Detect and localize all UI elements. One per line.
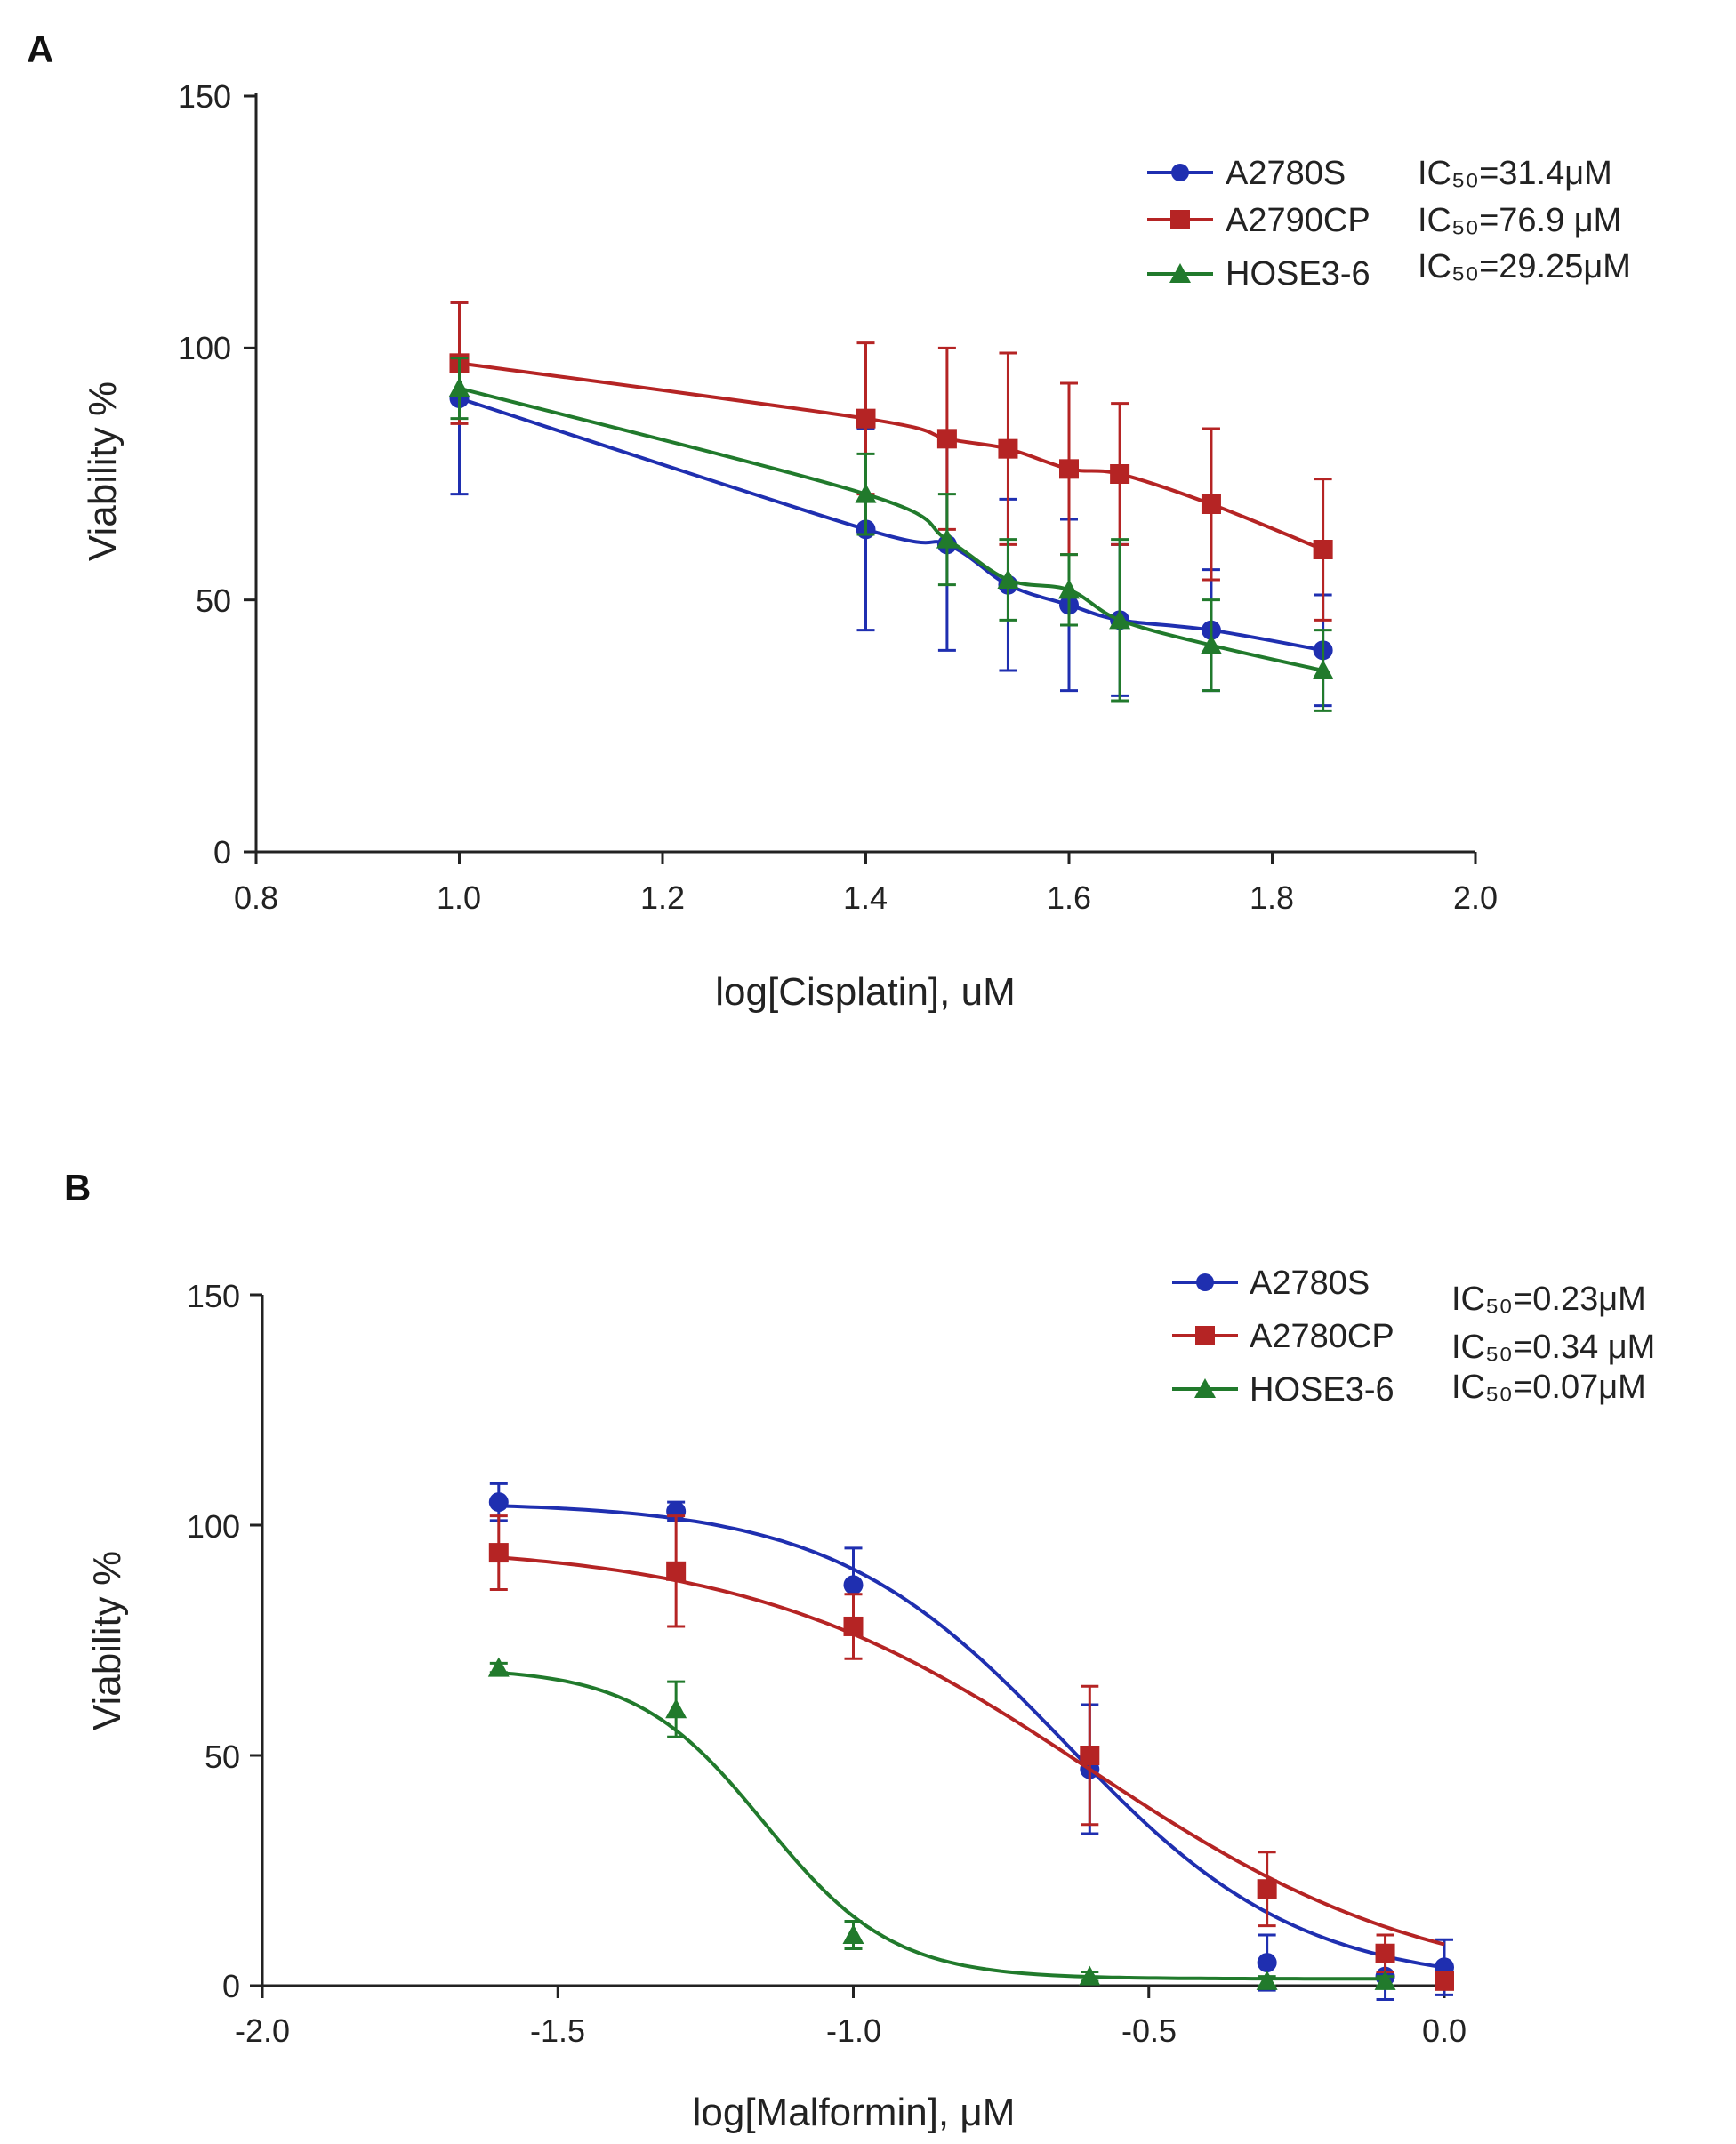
panel-a-point-hose3-6-0 (448, 377, 470, 397)
legend-label-a2780s: A2780S (1226, 155, 1346, 192)
panel-b-line-a2780cp (498, 1555, 1445, 1947)
panel-a-xtick-1.2: 1.2 (640, 879, 685, 916)
legend-label-b-hose3-6: HOSE3-6 (1250, 1371, 1394, 1409)
legend-entry-b-hose3-6: HOSE3-6 IC₅₀=0.07μM (1172, 1369, 1646, 1409)
panel-a-ytick-150: 150 (178, 78, 231, 115)
panel-b-point-hose3-6-4 (1256, 1970, 1278, 1990)
panel-b-point-hose3-6-1 (665, 1698, 687, 1719)
legend-ic50-hose3-6: IC₅₀=29.25μM (1418, 248, 1631, 285)
panel-b-series-a2780cp (488, 1514, 1454, 1991)
panel-a-point-hose3-6-2 (936, 528, 958, 549)
panel-b-xtick-neg1.0: -1.0 (826, 2012, 881, 2049)
legend-entry-hose3-6: HOSE3-6 IC₅₀=29.25μM (1147, 248, 1631, 293)
panel-b-point-hose3-6-2 (842, 1924, 864, 1945)
panel-a-point-a2790cp-6 (1201, 494, 1221, 514)
panel-b-series-hose3-6 (487, 1657, 1396, 1990)
panel-a-ytick-100: 100 (178, 330, 231, 366)
panel-a-xtick-1.6: 1.6 (1047, 879, 1091, 916)
panel-a-xtick-0.8: 0.8 (234, 879, 278, 916)
legend-marker-a2790cp (1170, 210, 1190, 229)
legend-ic50-b-a2780s: IC₅₀=0.23μM (1451, 1281, 1646, 1318)
panel-b-point-hose3-6-0 (487, 1657, 510, 1677)
panel-a-point-hose3-6-4 (1058, 579, 1080, 599)
panel-b-xtick-neg0.5: -0.5 (1121, 2012, 1177, 2049)
panel-a-point-hose3-6-3 (997, 569, 1019, 589)
panel-b-series-a2780s (488, 1482, 1454, 2002)
panel-a-point-hose3-6-6 (1200, 634, 1222, 654)
panel-b-legend: A2780S IC₅₀=0.23μM A2780CP IC₅₀=0.34 μM … (1172, 1265, 1655, 1409)
panel-b-point-a2780cp-2 (843, 1616, 864, 1636)
panel-a: A 150 100 50 0 0.8 1.0 1.2 1.4 1.6 1.8 2… (27, 28, 1631, 1014)
legend-marker-a2780s (1171, 164, 1189, 181)
panel-b-x-axis-title: log[Malformin], μM (693, 2091, 1016, 2134)
panel-b-ytick-0: 0 (222, 1968, 240, 2004)
panel-a-xtick-1.8: 1.8 (1250, 879, 1294, 916)
panel-a-point-a2790cp-7 (1313, 540, 1333, 559)
panel-b-point-a2780cp-5 (1375, 1943, 1395, 1963)
legend-marker-hose3-6 (1169, 263, 1191, 283)
panel-b-point-a2780s-4 (1257, 1953, 1277, 1973)
panel-a-y-axis-title: Viability % (81, 381, 125, 561)
panel-b-point-hose3-6-3 (1079, 1965, 1101, 1986)
panel-label-a: A (27, 28, 53, 70)
panel-a-line-a2790cp (459, 361, 1324, 551)
legend-label-a2790cp: A2790CP (1226, 202, 1370, 239)
panel-b-point-a2780s-2 (843, 1575, 864, 1595)
legend-marker-b-a2780s (1196, 1273, 1214, 1291)
legend-ic50-b-hose3-6: IC₅₀=0.07μM (1451, 1369, 1646, 1406)
panel-a-xtick-2.0: 2.0 (1453, 879, 1498, 916)
panel-a-xtick-1.4: 1.4 (843, 879, 888, 916)
panel-a-ticks (244, 94, 1477, 864)
panel-b-point-a2780cp-6 (1435, 1971, 1454, 1991)
panel-b-line-hose3-6 (498, 1671, 1386, 1981)
panel-a-plot-area (448, 301, 1334, 712)
panel-b-ytick-50: 50 (205, 1738, 240, 1775)
panel-b-xtick-neg1.5: -1.5 (530, 2012, 585, 2049)
panel-b-point-hose3-6-5 (1374, 1970, 1396, 1990)
panel-a-series-a2790cp (449, 301, 1333, 622)
panel-b-point-a2780cp-3 (1080, 1746, 1100, 1765)
legend-entry-b-a2780s: A2780S IC₅₀=0.23μM (1172, 1265, 1646, 1318)
legend-entry-a2790cp: A2790CP IC₅₀=76.9 μM (1147, 202, 1621, 239)
panel-a-point-a2790cp-3 (998, 438, 1018, 459)
panel-b-point-a2780cp-1 (666, 1561, 687, 1581)
panel-b: B 150 100 50 0 -2.0 -1.5 -1.0 -0.5 0.0 l… (64, 1167, 1655, 2134)
panel-a-x-axis-title: log[Cisplatin], uM (715, 970, 1015, 1014)
panel-a-point-hose3-6-1 (855, 483, 877, 503)
panel-b-point-a2780cp-0 (488, 1543, 509, 1563)
legend-marker-b-hose3-6 (1194, 1378, 1216, 1398)
panel-a-series-hose3-6 (448, 357, 1334, 712)
panel-a-line-a2780s (458, 397, 1323, 653)
panel-a-point-a2790cp-1 (856, 408, 876, 429)
panel-b-point-a2780cp-4 (1257, 1879, 1277, 1899)
legend-ic50-b-a2780cp: IC₅₀=0.34 μM (1451, 1329, 1655, 1366)
legend-label-b-a2780cp: A2780CP (1250, 1318, 1394, 1355)
panel-a-point-a2790cp-4 (1059, 459, 1079, 479)
panel-b-plot-area (487, 1482, 1454, 2002)
panel-b-ytick-150: 150 (187, 1278, 240, 1314)
panel-b-y-axis-title: Viability % (85, 1551, 129, 1730)
panel-b-line-a2780s (498, 1504, 1445, 1970)
legend-marker-b-a2780cp (1195, 1326, 1215, 1345)
panel-a-ytick-50: 50 (196, 582, 231, 619)
panel-b-xtick-neg2.0: -2.0 (235, 2012, 290, 2049)
panel-b-ytick-100: 100 (187, 1508, 240, 1545)
panel-a-point-hose3-6-5 (1109, 609, 1131, 630)
legend-label-hose3-6: HOSE3-6 (1226, 255, 1370, 293)
panel-a-point-a2790cp-2 (936, 429, 957, 449)
legend-entry-a2780s: A2780S IC₅₀=31.4μM (1147, 155, 1612, 192)
legend-entry-b-a2780cp: A2780CP IC₅₀=0.34 μM (1172, 1318, 1655, 1366)
panel-b-xtick-0.0: 0.0 (1422, 2012, 1467, 2049)
legend-label-b-a2780s: A2780S (1250, 1265, 1370, 1302)
legend-ic50-a2790cp: IC₅₀=76.9 μM (1418, 202, 1621, 239)
panel-a-xtick-1.0: 1.0 (437, 879, 481, 916)
panel-label-b: B (64, 1167, 91, 1209)
panel-b-point-a2780s-0 (488, 1492, 509, 1513)
panel-a-point-hose3-6-7 (1312, 660, 1334, 679)
panel-a-legend: A2780S IC₅₀=31.4μM A2790CP IC₅₀=76.9 μM … (1147, 155, 1631, 293)
panel-a-point-a2790cp-5 (1110, 464, 1130, 484)
legend-ic50-a2780s: IC₅₀=31.4μM (1418, 155, 1612, 192)
panel-a-ytick-0: 0 (213, 834, 231, 871)
